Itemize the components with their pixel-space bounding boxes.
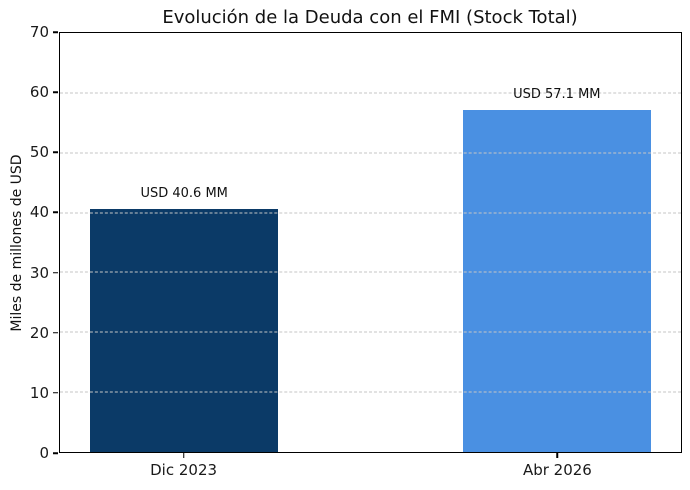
gridline — [60, 391, 681, 393]
x-tick-mark — [182, 453, 185, 458]
chart-title: Evolución de la Deuda con el FMI (Stock … — [162, 7, 578, 28]
y-tick-mark — [53, 271, 58, 274]
x-tick-label: Dic 2023 — [150, 461, 218, 479]
gridline — [60, 152, 681, 154]
gridline — [60, 331, 681, 333]
y-tick-mark — [53, 452, 58, 454]
y-tick-label: 0 — [39, 444, 49, 462]
y-axis-label: Miles de millones de USD — [9, 154, 25, 332]
y-tick-label: 10 — [29, 383, 49, 402]
y-tick-label: 50 — [29, 143, 49, 162]
gridline — [60, 212, 681, 214]
y-tick-mark — [53, 331, 58, 334]
y-tick-mark — [53, 31, 58, 33]
y-tick-label: 30 — [29, 263, 49, 282]
y-tick-mark — [53, 392, 58, 394]
y-tick-mark — [53, 211, 58, 214]
bar-value-label: USD 40.6 MM — [140, 185, 228, 201]
y-tick-label: 20 — [29, 323, 49, 342]
plot-area: USD 40.6 MM USD 57.1 MM — [59, 32, 682, 453]
gridline — [60, 92, 681, 94]
y-tick-mark — [53, 151, 58, 154]
y-tick-label: 40 — [29, 203, 49, 222]
y-tick-mark — [53, 91, 58, 93]
x-tick-mark — [556, 453, 559, 458]
x-tick-label: Abr 2026 — [522, 461, 592, 479]
bar-value-label: USD 57.1 MM — [513, 87, 601, 103]
y-tick-label: 60 — [29, 83, 49, 102]
bar-abr-2026 — [462, 110, 651, 452]
y-tick-label: 70 — [29, 23, 49, 41]
gridline — [60, 271, 681, 273]
bar-dic-2023 — [90, 208, 279, 452]
